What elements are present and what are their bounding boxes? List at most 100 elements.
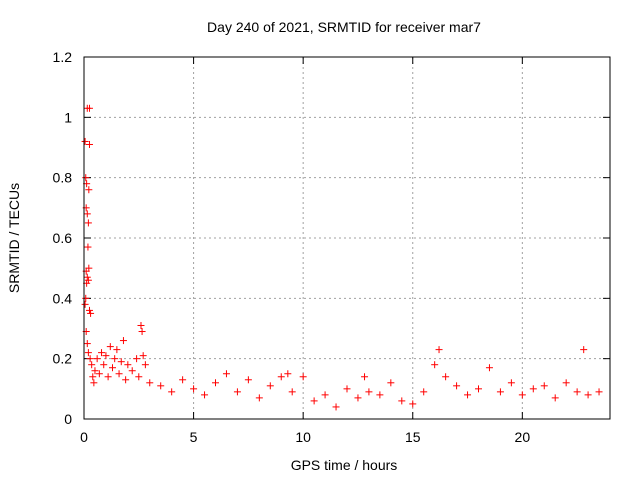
data-point (90, 379, 98, 387)
data-point (81, 300, 89, 308)
data-point (464, 391, 472, 399)
data-point (398, 397, 406, 405)
data-point (551, 394, 559, 402)
data-point (115, 370, 123, 378)
data-points (81, 104, 603, 411)
data-point (95, 370, 103, 378)
data-point (98, 349, 106, 357)
data-point (431, 361, 439, 369)
data-point (81, 137, 89, 145)
y-tick-label: 0 (64, 411, 72, 427)
data-point (190, 385, 198, 393)
y-tick-label: 0.6 (53, 230, 73, 246)
data-point (139, 352, 147, 360)
data-point (507, 379, 515, 387)
data-point (82, 174, 90, 182)
data-point (84, 349, 92, 357)
data-point (540, 382, 548, 390)
x-tick-label: 0 (80, 429, 88, 445)
data-point (91, 367, 99, 375)
data-point (84, 276, 92, 284)
data-point (102, 352, 110, 360)
x-axis-label: GPS time / hours (291, 457, 398, 473)
data-point (85, 104, 93, 112)
data-point (435, 346, 443, 354)
grid-lines (84, 57, 610, 419)
data-point (157, 382, 165, 390)
data-point (138, 328, 146, 336)
data-point (376, 391, 384, 399)
data-point (84, 243, 92, 251)
data-point (119, 337, 127, 345)
data-point (106, 343, 114, 351)
data-point (343, 385, 351, 393)
data-point (86, 355, 94, 363)
data-point (409, 400, 417, 408)
data-point (310, 397, 318, 405)
data-point (442, 373, 450, 381)
data-point (85, 264, 93, 272)
data-point (277, 373, 285, 381)
y-tick-label: 1.2 (53, 49, 73, 65)
data-point (85, 186, 93, 194)
y-tick-label: 0.2 (53, 351, 73, 367)
data-point (83, 210, 91, 218)
data-point (288, 388, 296, 396)
y-axis-label: SRMTID / TECUs (6, 183, 22, 293)
data-point (93, 355, 101, 363)
data-point (387, 379, 395, 387)
data-point (133, 355, 141, 363)
data-point (82, 294, 90, 302)
data-point (87, 309, 95, 317)
data-point (321, 391, 329, 399)
data-point (137, 321, 145, 329)
data-point (111, 355, 119, 363)
data-point (233, 388, 241, 396)
data-point (573, 388, 581, 396)
data-point (299, 373, 307, 381)
y-tick-label: 1 (64, 109, 72, 125)
data-point (89, 373, 97, 381)
data-point (83, 340, 91, 348)
data-point (332, 403, 340, 411)
y-tick-label: 0.4 (53, 290, 73, 306)
data-point (179, 376, 187, 384)
data-point (284, 370, 292, 378)
data-point (453, 382, 461, 390)
data-point (84, 219, 92, 227)
data-point (212, 379, 219, 387)
data-point (141, 361, 149, 369)
data-point (595, 388, 603, 396)
y-tick-label: 0.8 (53, 170, 73, 186)
data-point (529, 385, 537, 393)
data-point (113, 346, 121, 354)
chart-title: Day 240 of 2021, SRMTID for receiver mar… (207, 19, 481, 35)
data-point (124, 361, 132, 369)
data-point (518, 391, 526, 399)
data-point (88, 361, 96, 369)
data-point (562, 379, 570, 387)
data-point (475, 385, 482, 393)
x-tick-label: 10 (295, 429, 311, 445)
data-point (85, 306, 93, 314)
data-point (365, 388, 373, 396)
data-point (85, 140, 93, 148)
data-point (108, 364, 116, 372)
x-tick-label: 20 (515, 429, 531, 445)
plot-frame (83, 56, 611, 420)
data-point (168, 388, 176, 396)
data-point (201, 391, 209, 399)
data-point (266, 382, 274, 390)
data-point (222, 370, 230, 378)
data-point (580, 346, 588, 354)
data-point (122, 376, 130, 384)
data-point (420, 388, 428, 396)
x-tick-label: 5 (190, 429, 198, 445)
data-point (104, 373, 112, 381)
data-point (100, 361, 108, 369)
data-point (485, 364, 493, 372)
data-point (496, 388, 504, 396)
data-point (584, 391, 592, 399)
data-point (117, 358, 125, 366)
data-point (128, 367, 136, 375)
